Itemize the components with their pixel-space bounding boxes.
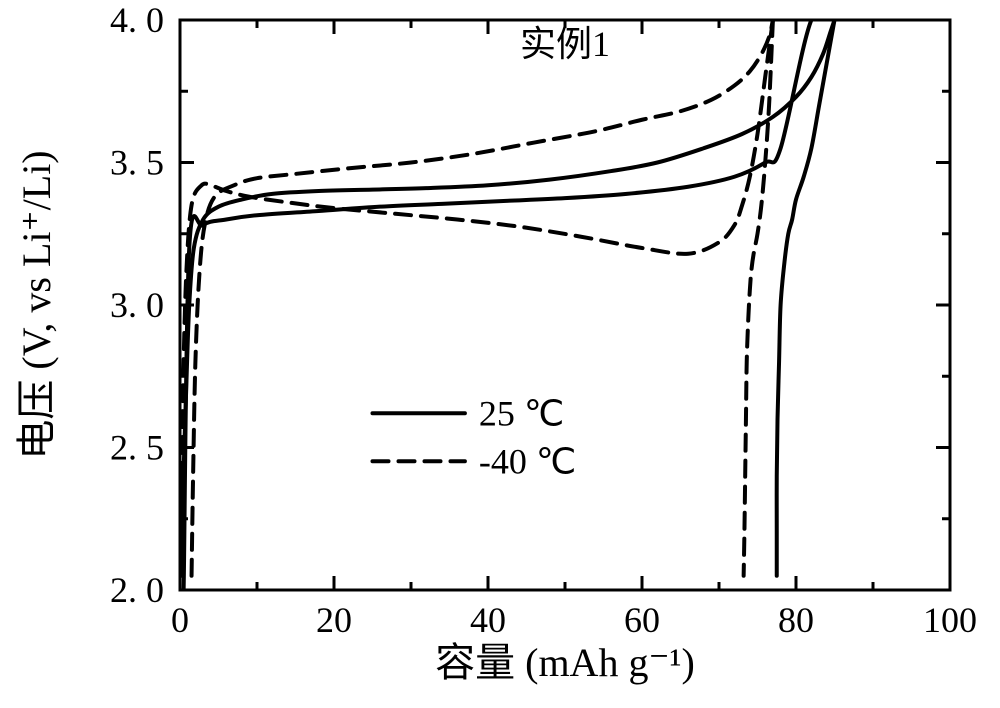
series-25C-discharge-drop [777,20,835,576]
x-axis-label: 容量 (mAh g⁻¹) [435,640,695,685]
ytick-label: 2. 5 [110,428,164,468]
xtick-label: 20 [316,600,352,640]
series--40C-discharge-drop [744,20,773,576]
xtick-label: 40 [470,600,506,640]
ytick-label: 2. 0 [110,570,164,610]
series-25C-discharge [183,11,834,605]
xtick-label: 0 [171,600,189,640]
y-axis-label: 电压 (V, vs Li⁺/Li) [14,150,59,459]
xtick-label: 100 [923,600,977,640]
series-25C-charge [182,20,835,576]
series--40C-charge [192,20,773,576]
chart-svg: 0 20 40 60 80 100 2. 0 2. 5 3. 0 3. 5 4. 0 容量 (mAh … [0,0,1000,708]
plot-area [180,20,950,590]
ytick-label: 3. 5 [110,143,164,183]
series--40C-discharge [182,20,773,562]
ytick-label: 3. 0 [110,285,164,325]
legend-item-label: -40 ℃ [479,441,576,481]
legend-item-label: 25 ℃ [479,393,564,433]
xtick-label: 80 [778,600,814,640]
ytick-label: 4. 0 [110,0,164,40]
figure: 0 20 40 60 80 100 2. 0 2. 5 3. 0 3. 5 4. 0 容量 (mAh … [0,0,1000,708]
chart-title: 实例1 [520,24,610,64]
xtick-label: 60 [624,600,660,640]
